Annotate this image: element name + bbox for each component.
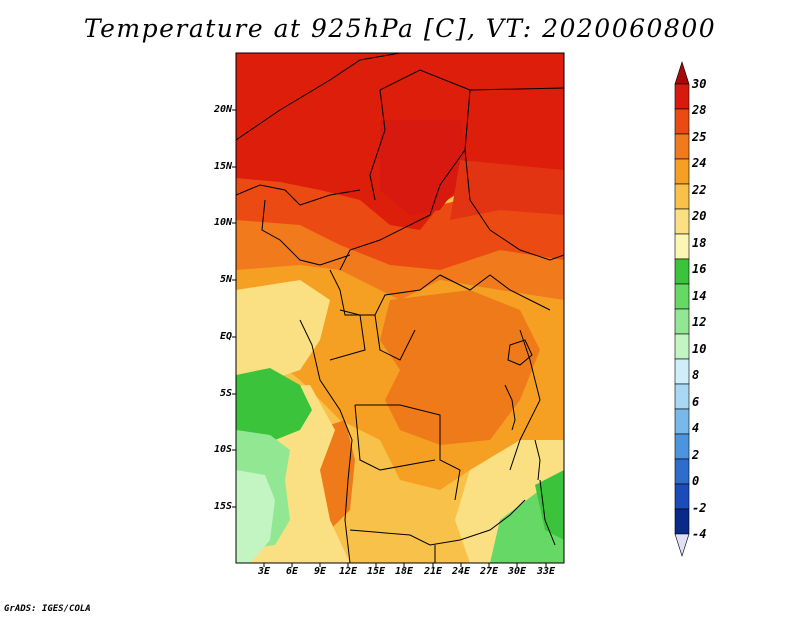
boundary-sahara-north bbox=[236, 53, 401, 141]
colorbar-label: -2 bbox=[692, 500, 707, 515]
region-angola-cool-pale bbox=[236, 470, 275, 563]
colorbar-segment bbox=[674, 308, 690, 335]
lon-label-21e: 21E bbox=[423, 566, 443, 577]
colorbar-label: 10 bbox=[692, 341, 707, 356]
colorbar-segment bbox=[674, 108, 690, 135]
colorbar-segment bbox=[674, 183, 690, 210]
boundary-car-sudan bbox=[439, 274, 551, 311]
boundary-sudan-east bbox=[464, 149, 564, 261]
lat-label-20n: 20N bbox=[213, 104, 232, 115]
colorbar-segment bbox=[674, 458, 690, 485]
lake-victoria bbox=[507, 339, 533, 366]
colorbar-segment bbox=[674, 483, 690, 510]
region-east-green-dark bbox=[535, 470, 564, 540]
colorbar-label: 8 bbox=[692, 368, 700, 383]
colorbar-segment bbox=[674, 333, 690, 360]
country-boundaries bbox=[236, 53, 564, 563]
colorbar-segment bbox=[674, 408, 690, 435]
boundary-angola-zambia bbox=[354, 404, 436, 471]
colorbar-label: 16 bbox=[692, 262, 707, 277]
colorbar-label: 4 bbox=[692, 421, 700, 436]
lon-label-6e: 6E bbox=[285, 566, 299, 577]
colorbar-segment bbox=[674, 433, 690, 460]
boundary-sudan-west bbox=[339, 149, 466, 271]
colorbar-label: 20 bbox=[692, 209, 707, 224]
colorbar-label: 25 bbox=[692, 129, 707, 144]
boundary-east-lakes bbox=[509, 329, 541, 471]
colorbar-segment bbox=[674, 208, 690, 235]
colorbar-label: 24 bbox=[692, 156, 707, 171]
lake-tanganyika bbox=[504, 384, 516, 431]
colorbar-label: -4 bbox=[692, 527, 707, 541]
lat-label-eq: EQ bbox=[219, 331, 232, 342]
lat-label-15s: 15S bbox=[213, 501, 232, 512]
lat-label-5n: 5N bbox=[219, 274, 232, 285]
boundary-mozambique bbox=[539, 479, 556, 546]
colorbar-segment bbox=[674, 358, 690, 385]
colorbar-label: 0 bbox=[692, 474, 700, 489]
lon-label-18e: 18E bbox=[394, 566, 414, 577]
colorbar-segment bbox=[674, 258, 690, 285]
lat-label-15n: 15N bbox=[213, 161, 232, 172]
lake-malawi bbox=[534, 439, 541, 481]
temperature-field bbox=[236, 53, 564, 563]
colorbar-label: 6 bbox=[692, 394, 700, 409]
colorbar-label: 12 bbox=[692, 315, 707, 330]
region-atlantic-coast bbox=[236, 280, 330, 380]
boundary-zambia-south bbox=[349, 499, 526, 546]
map-frame bbox=[235, 52, 565, 564]
lat-label-10s: 10S bbox=[213, 444, 232, 455]
colorbar-segment bbox=[674, 158, 690, 185]
colorbar-label: 18 bbox=[692, 235, 707, 250]
colorbar bbox=[674, 61, 690, 557]
boundary-chad-niger bbox=[369, 89, 386, 201]
colorbar-segment bbox=[674, 508, 690, 535]
lon-label-12e: 12E bbox=[338, 566, 358, 577]
colorbar-label: 2 bbox=[692, 447, 700, 462]
lon-label-33e: 33E bbox=[536, 566, 556, 577]
boundary-gabon bbox=[329, 309, 366, 361]
boundary-egypt-sudan bbox=[469, 87, 564, 91]
lat-label-5s: 5S bbox=[219, 388, 232, 399]
lat-label-10n: 10N bbox=[213, 217, 232, 228]
boundary-drc-north bbox=[374, 314, 416, 361]
region-sahara-east-band bbox=[450, 160, 564, 220]
colorbar-label: 28 bbox=[692, 103, 707, 118]
colorbar-arrow-bottom bbox=[674, 533, 690, 557]
footer-credit: GrADS: IGES/COLA bbox=[4, 604, 91, 614]
lon-label-24e: 24E bbox=[451, 566, 471, 577]
lon-label-3e: 3E bbox=[257, 566, 271, 577]
lon-label-30e: 30E bbox=[507, 566, 527, 577]
colorbar-arrow-top bbox=[674, 61, 690, 85]
colorbar-segment bbox=[674, 383, 690, 410]
colorbar-label: 30 bbox=[692, 77, 707, 91]
lon-label-15e: 15E bbox=[366, 566, 386, 577]
boundary-sahel-west bbox=[236, 184, 361, 206]
region-warm-patch-east bbox=[380, 290, 540, 445]
boundary-libya-chad bbox=[379, 69, 471, 151]
colorbar-segment bbox=[674, 133, 690, 160]
boundary-coastline-west bbox=[299, 319, 353, 563]
colorbar-segment bbox=[674, 233, 690, 260]
colorbar-label: 22 bbox=[692, 182, 707, 197]
boundary-nigeria bbox=[261, 199, 351, 266]
colorbar-label: 14 bbox=[692, 288, 707, 303]
lon-ticks bbox=[263, 563, 547, 567]
map-title: Temperature at 925hPa [C], VT: 202006080… bbox=[83, 14, 717, 43]
colorbar-segment bbox=[674, 83, 690, 110]
boundary-drc-south bbox=[355, 404, 461, 501]
colorbar-segment bbox=[674, 283, 690, 310]
lon-label-9e: 9E bbox=[313, 566, 327, 577]
lon-label-27e: 27E bbox=[479, 566, 499, 577]
lat-ticks bbox=[232, 109, 236, 508]
region-sahara-core bbox=[380, 120, 470, 215]
